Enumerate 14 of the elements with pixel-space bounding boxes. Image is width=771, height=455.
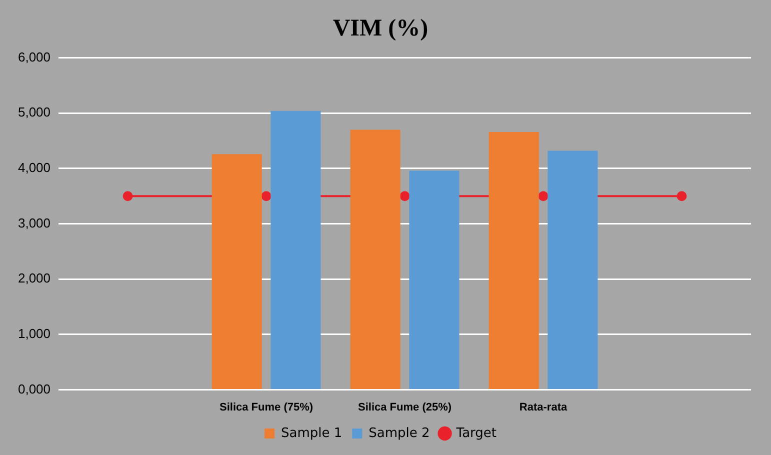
legend-label: Sample 2 — [368, 426, 430, 441]
x-tick-label: Silica Fume (25%) — [358, 401, 452, 414]
y-tick-label: 0,000 — [18, 381, 51, 396]
y-tick-label: 3,000 — [18, 215, 51, 230]
y-tick-label: 6,000 — [18, 49, 51, 64]
y-tick-label: 4,000 — [18, 160, 51, 176]
y-tick-label: 5,000 — [18, 104, 51, 120]
x-tick-label: Silica Fume (75%) — [220, 401, 314, 414]
legend-label: Sample 1 — [280, 426, 342, 441]
x-tick-label: Rata-rata — [519, 401, 568, 414]
chart-title: VIM (%) — [332, 16, 428, 42]
y-tick-label: 1,000 — [18, 326, 51, 342]
y-tick-label: 2,000 — [18, 270, 51, 286]
legend-label: Target — [455, 426, 497, 441]
